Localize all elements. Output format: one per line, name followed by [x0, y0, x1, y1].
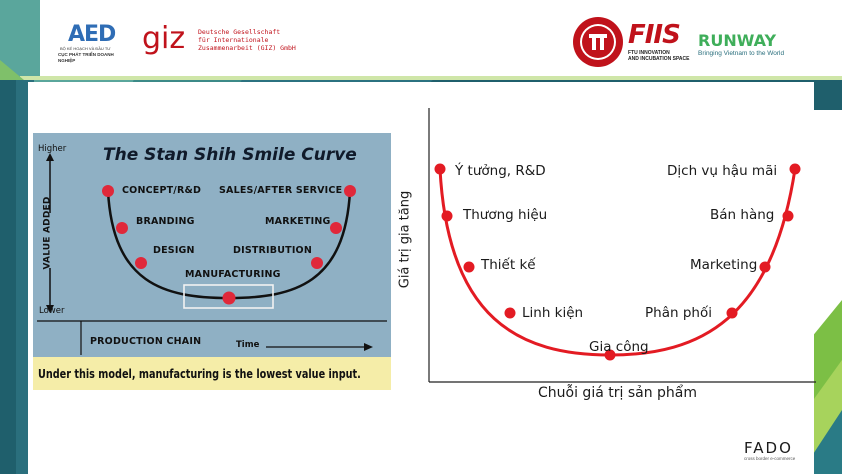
- shih-dot: [311, 257, 323, 269]
- curve-dot-idea-rd: [434, 163, 446, 175]
- shih-time: Time: [236, 340, 260, 350]
- chart-label-marketing: Marketing: [690, 257, 758, 273]
- chart-label-components: Linh kiện: [522, 305, 584, 321]
- shih-label-manufacturing: MANUFACTURING: [185, 269, 281, 280]
- giz-logo: giz: [142, 22, 185, 56]
- shih-dot: [330, 222, 342, 234]
- shih-label-marketing: MARKETING: [265, 216, 331, 227]
- chart-label-distribution: Phân phối: [645, 305, 712, 321]
- shih-production-chain: PRODUCTION CHAIN: [90, 336, 202, 347]
- stan-shih-smile-curve-image: The Stan Shih Smile Curve Higher Lower V…: [33, 133, 391, 390]
- giz-line-2: für Internationale: [198, 36, 269, 44]
- chart-label-after-sales: Dịch vụ hậu mãi: [667, 163, 778, 179]
- shih-label-distribution: DISTRIBUTION: [233, 245, 312, 256]
- aed-logo: AED BỘ KẾ HOẠCH VÀ ĐẦU TƯ CỤC PHÁT TRIỂN…: [58, 24, 128, 66]
- fado-logo: FADO cross border e-commerce: [744, 440, 795, 462]
- shih-label-design: DESIGN: [153, 245, 195, 256]
- chart-x-axis-label: Chuỗi giá trị sản phẩm: [538, 385, 697, 401]
- chart-label-design: Thiết kế: [481, 257, 536, 273]
- shih-title: The Stan Shih Smile Curve: [103, 145, 357, 165]
- chart-label-sales: Bán hàng: [710, 207, 775, 223]
- shih-dot: [116, 222, 128, 234]
- shih-label-sales: SALES/AFTER SERVICE: [219, 185, 343, 196]
- chart-y-axis-label: Giá trị gia tăng: [397, 190, 413, 289]
- curve-dot-brand: [441, 210, 453, 222]
- runway-title: RUNWAY: [698, 31, 777, 50]
- curve-dot-after-sales: [789, 163, 801, 175]
- curve-dot-processing: [604, 349, 616, 361]
- chart-label-idea-rd: Ý tưởng, R&D: [455, 163, 546, 179]
- chart-label-brand: Thương hiệu: [463, 207, 548, 223]
- fiis-logo-text: FIIS: [628, 20, 681, 50]
- shih-dot: [135, 257, 147, 269]
- giz-line-1: Deutsche Gesellschaft: [198, 28, 281, 36]
- shih-dot: [344, 185, 356, 197]
- curve-dot-distribution: [726, 307, 738, 319]
- fiis-caption-1: FTU INNOVATION: [628, 50, 670, 56]
- fado-tagline: cross border e-commerce: [744, 456, 796, 461]
- curve-dot-components: [504, 307, 516, 319]
- runway-tagline: Bringing Vietnam to the World: [698, 50, 785, 57]
- aed-caption-2: CỤC PHÁT TRIỂN DOANH NGHIỆP: [58, 52, 114, 63]
- fiis-caption-2: AND INCUBATION SPACE: [628, 56, 690, 62]
- fiis-logo: FIIS FTU INNOVATION AND INCUBATION SPACE: [628, 20, 689, 62]
- shih-curve-drawing: [33, 153, 391, 390]
- giz-logo-text: giz: [142, 21, 186, 56]
- aed-logo-text: AED: [68, 22, 116, 47]
- runway-logo: RUNWAY Bringing Vietnam to the World: [698, 32, 784, 58]
- aed-caption-1: BỘ KẾ HOẠCH VÀ ĐẦU TƯ: [60, 46, 111, 51]
- curve-dot-design: [463, 261, 475, 273]
- shih-higher-label: Higher: [38, 144, 67, 154]
- giz-name: Deutsche Gesellschaft für Internationale…: [198, 28, 296, 52]
- curve-dot-marketing: [759, 261, 771, 273]
- shih-label-concept: CONCEPT/R&D: [122, 185, 202, 196]
- ftu-seal-logo: [573, 17, 623, 67]
- smile-curve-chart: [428, 108, 816, 383]
- giz-line-3: Zusammenarbeit (GIZ) GmbH: [198, 44, 296, 52]
- shih-lower-label: Lower: [39, 306, 65, 316]
- chart-label-processing: Gia công: [589, 339, 649, 355]
- shih-label-branding: BRANDING: [136, 216, 195, 227]
- shih-dot: [222, 291, 236, 305]
- shih-dot: [102, 185, 114, 197]
- shih-caption: Under this model, manufacturing is the l…: [38, 366, 361, 381]
- fado-brand: FADO: [744, 439, 793, 457]
- curve-dot-sales: [782, 210, 794, 222]
